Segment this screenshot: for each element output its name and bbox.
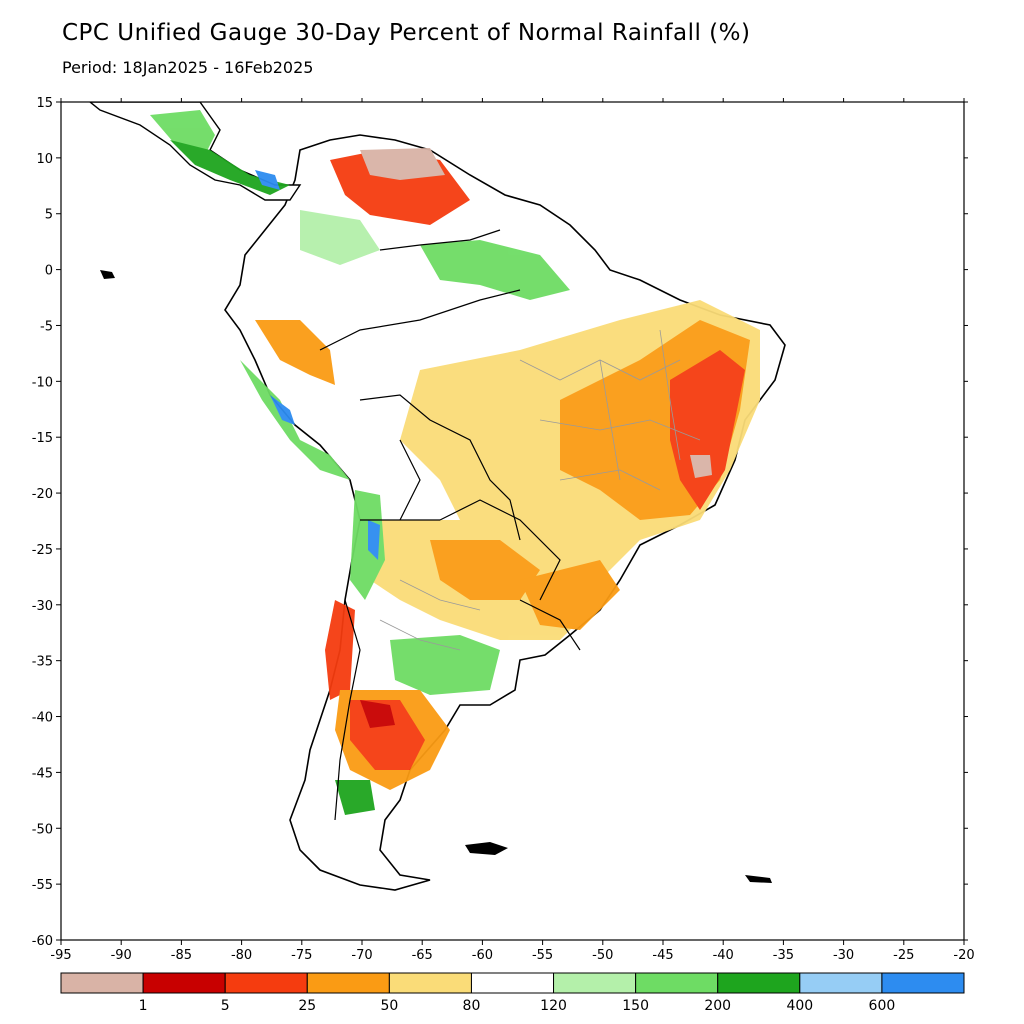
x-tick-label: -95 xyxy=(50,948,71,963)
colorbar-label: 80 xyxy=(463,998,481,1014)
falkland-islands xyxy=(465,842,508,855)
y-tick-label: 5 xyxy=(45,208,53,223)
colorbar-label: 25 xyxy=(298,998,316,1014)
x-tick-label: -30 xyxy=(833,948,854,963)
map-area xyxy=(61,102,964,940)
x-tick-label: -90 xyxy=(111,948,132,963)
y-tick-label: -55 xyxy=(32,878,53,893)
colorbar-swatch xyxy=(717,972,801,994)
map-frame xyxy=(60,101,965,941)
y-tick-label: 0 xyxy=(45,264,53,279)
y-tick-label: -25 xyxy=(32,543,53,558)
colorbar-label: 600 xyxy=(869,998,896,1014)
y-tick-label: -40 xyxy=(32,711,53,726)
y-tick-label: -15 xyxy=(32,431,53,446)
chart-title: CPC Unified Gauge 30-Day Percent of Norm… xyxy=(62,20,751,46)
x-tick-label: -45 xyxy=(652,948,673,963)
y-tick-label: -20 xyxy=(32,487,53,502)
x-tick-label: -50 xyxy=(592,948,613,963)
y-tick-label: -45 xyxy=(32,766,53,781)
colorbar-label: 50 xyxy=(380,998,398,1014)
colorbar-swatch xyxy=(306,972,390,994)
x-tick-label: -40 xyxy=(713,948,734,963)
x-tick-label: -35 xyxy=(773,948,794,963)
y-tick-label: -5 xyxy=(40,319,53,334)
state-borders xyxy=(379,329,701,651)
rainfall-anomaly-shading xyxy=(150,110,760,815)
x-tick-label: -55 xyxy=(532,948,553,963)
y-tick-label: -30 xyxy=(32,599,53,614)
x-tick-label: -70 xyxy=(351,948,372,963)
colorbar-swatch xyxy=(60,972,144,994)
colorbar-swatch xyxy=(470,972,555,994)
x-tick-label: -60 xyxy=(472,948,493,963)
colorbar-swatch xyxy=(142,972,226,994)
y-tick-label: -10 xyxy=(32,375,53,390)
colorbar-label: 150 xyxy=(622,998,649,1014)
x-axis-ticks: -95 -90 -85 -80 -75 -70 -65 -60 -55 -50 -45 -40 -35 -… xyxy=(50,98,975,963)
x-tick-label: -85 xyxy=(171,948,192,963)
galapagos-islands xyxy=(100,270,115,279)
colorbar-swatch xyxy=(799,972,883,994)
colorbar-label: 200 xyxy=(704,998,731,1014)
colorbar-swatch xyxy=(881,972,965,994)
period-subtitle: Period: 18Jan2025 - 16Feb2025 xyxy=(62,58,314,77)
y-tick-label: -60 xyxy=(32,934,53,949)
x-tick-label: -20 xyxy=(953,948,974,963)
colorbar-swatch xyxy=(553,972,637,994)
x-tick-label: -75 xyxy=(291,948,312,963)
x-tick-label: -65 xyxy=(412,948,433,963)
y-axis-ticks: 15 10 5 0 -5 -10 -15 -20 -25 -30 -35 -40 -45 -50 -55 -6… xyxy=(32,96,968,949)
y-tick-label: 10 xyxy=(36,152,53,167)
colorbar-label: 5 xyxy=(221,998,230,1014)
colorbar-legend: 1 5 25 50 80 120 150 200 400 600 xyxy=(60,972,965,1014)
y-tick-label: -35 xyxy=(32,655,53,670)
y-tick-label: 15 xyxy=(36,96,53,111)
x-tick-label: -25 xyxy=(893,948,914,963)
colorbar-label: 400 xyxy=(786,998,813,1014)
y-tick-label: -50 xyxy=(32,822,53,837)
x-tick-label: -80 xyxy=(231,948,252,963)
colorbar-label: 1 xyxy=(139,998,148,1014)
colorbar-swatch xyxy=(224,972,308,994)
south-georgia xyxy=(745,875,772,883)
country-borders xyxy=(319,229,581,821)
colorbar-label: 120 xyxy=(540,998,567,1014)
colorbar-swatch xyxy=(388,972,472,994)
colorbar-swatch xyxy=(635,972,719,994)
